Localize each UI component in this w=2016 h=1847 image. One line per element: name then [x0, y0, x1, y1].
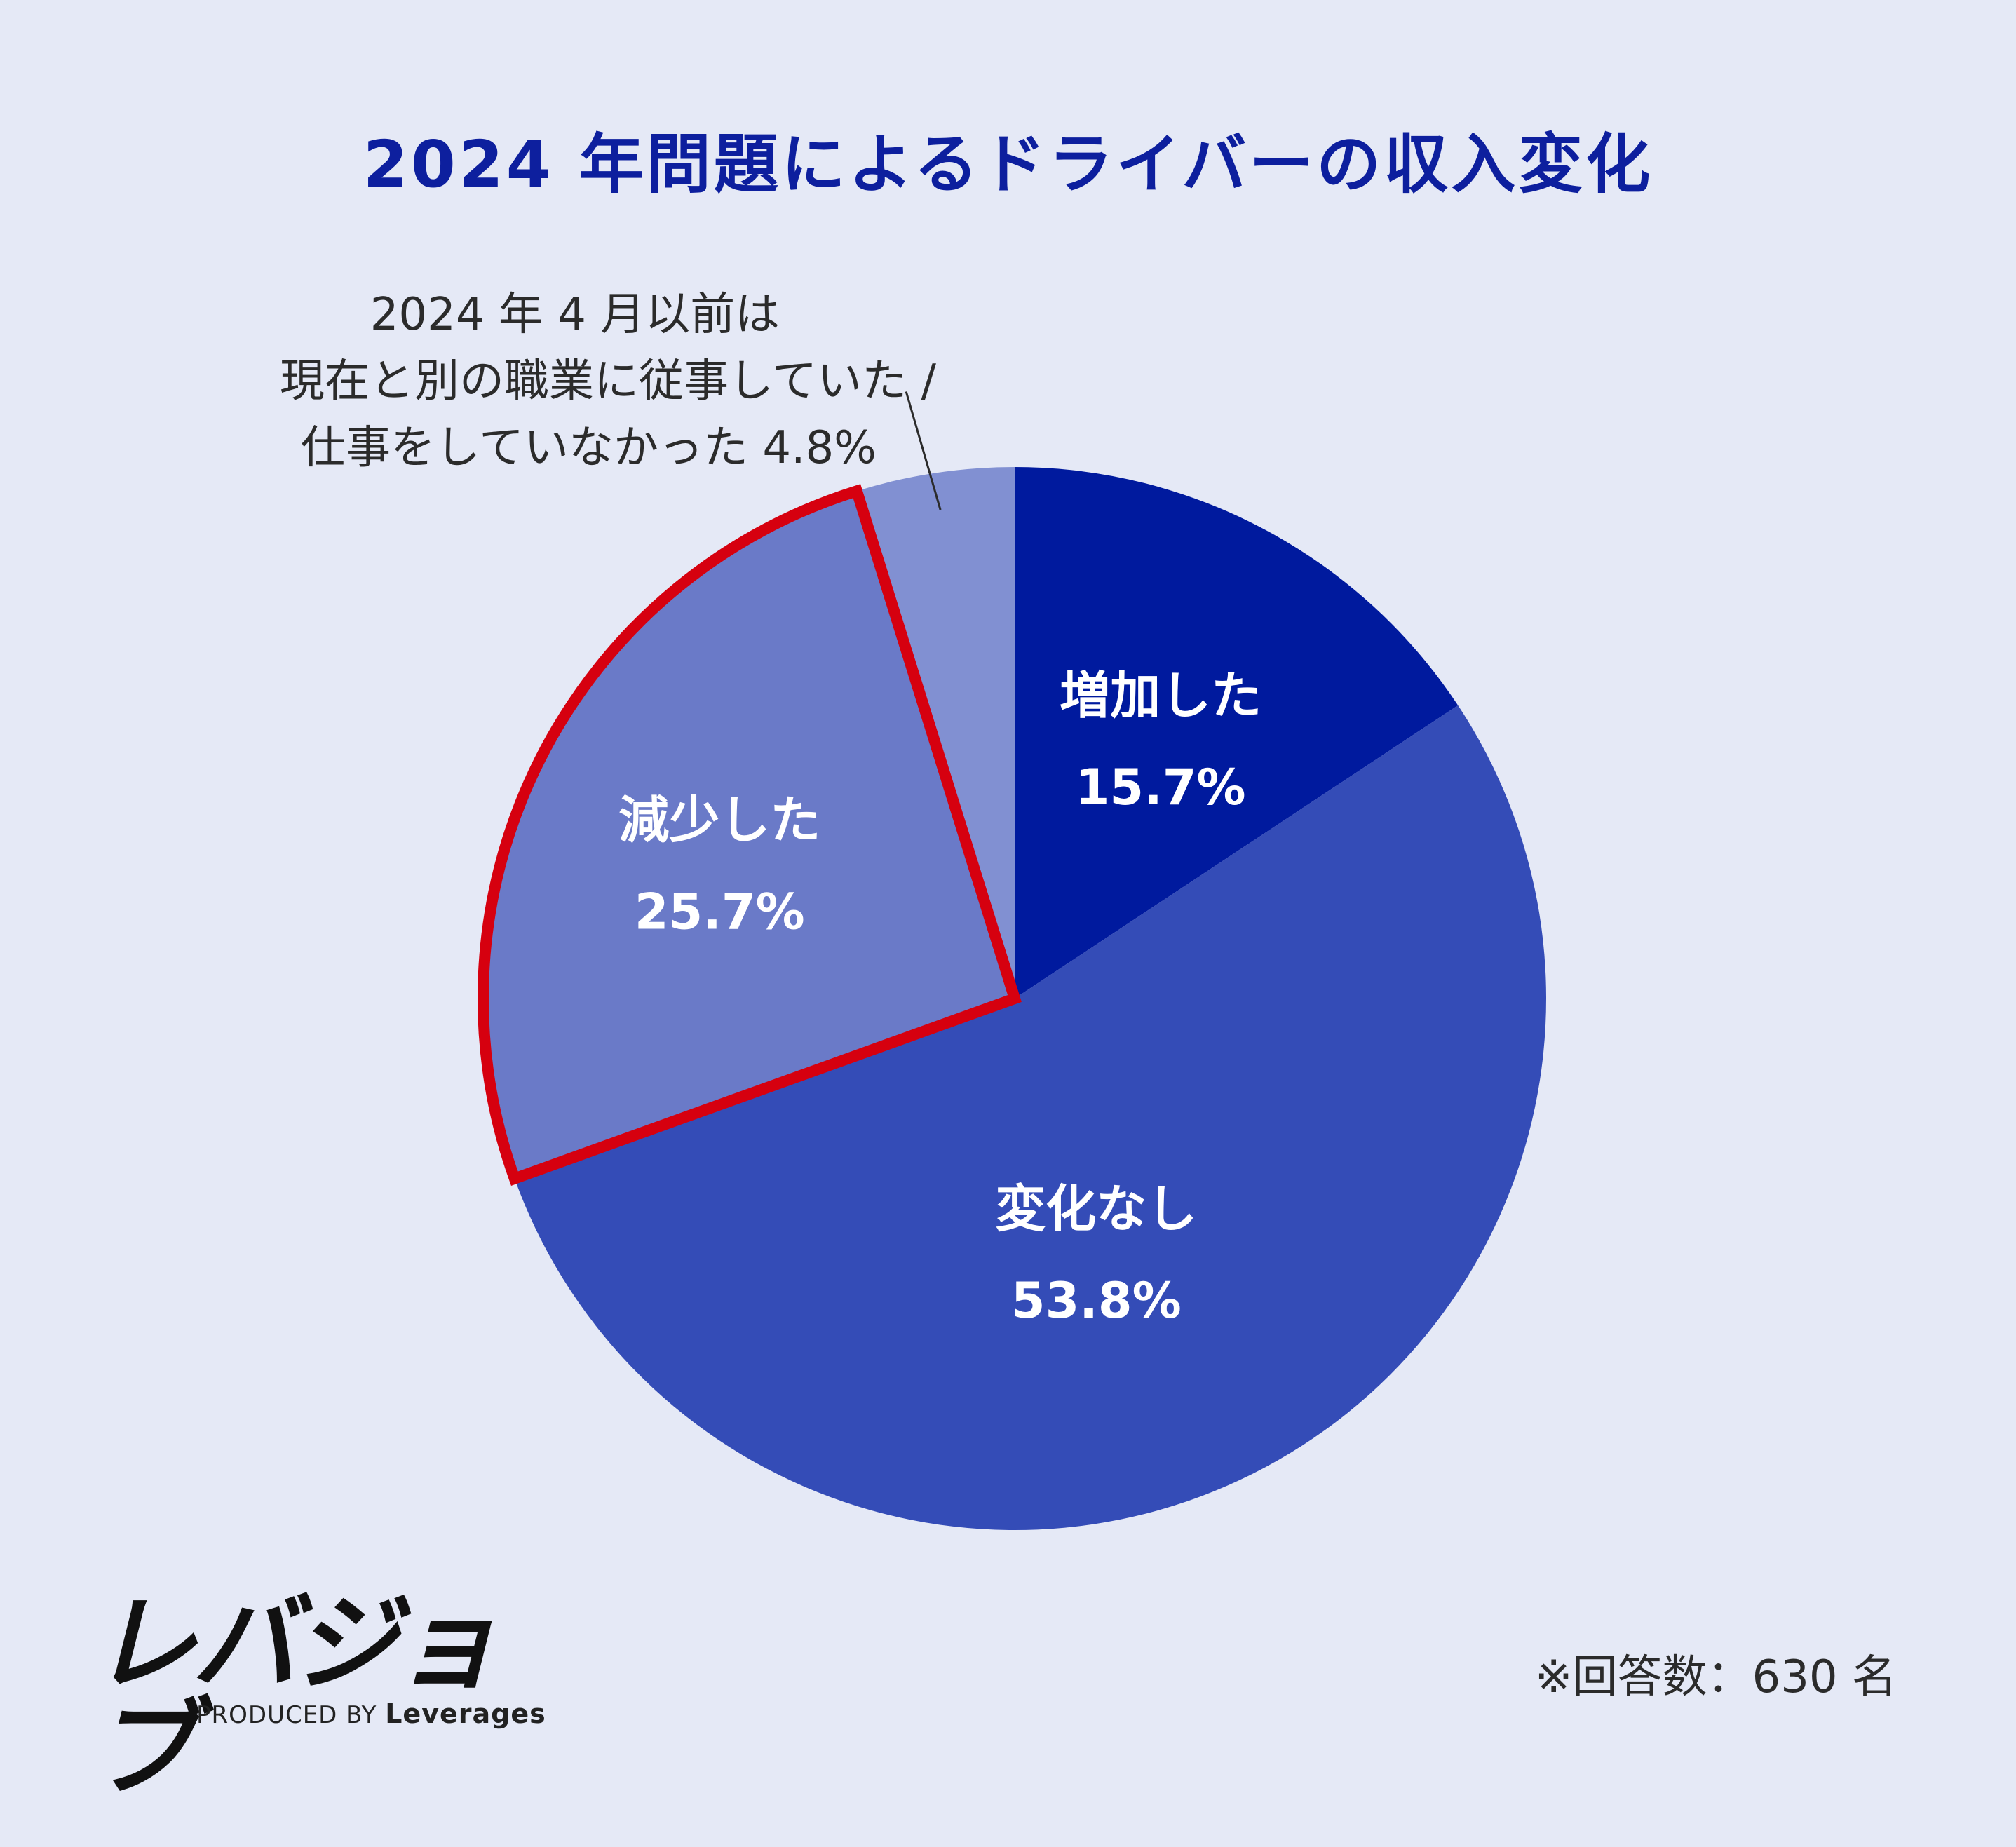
- slice-1-label: 増加した: [1060, 666, 1261, 725]
- chart-title: 2024 年問題によるドライバーの収入変化: [363, 127, 1653, 202]
- logo-produced-by: PRODUCED BY: [196, 1701, 377, 1729]
- leverages-logo: レバジョブ PRODUCED BY Leverages: [91, 1592, 546, 1802]
- slice-2-value: 53.8%: [1011, 1272, 1182, 1330]
- logo-brand: Leverages: [385, 1698, 546, 1729]
- pie-slices: [482, 467, 1546, 1530]
- callout-text-line-1: 2024 年 4 月以前は: [370, 289, 780, 341]
- pie-highlight: [478, 484, 1022, 1186]
- callout-text-line-3: 仕事をしていなかった 4.8%: [301, 422, 877, 474]
- slice-3-label: 減少した: [618, 791, 820, 850]
- callout-text-line-2: 現在と別の職業に従事していた /: [280, 356, 936, 407]
- pie-labels: 増加した 15.7% 変化なし 53.8% 減少した 25.7%: [618, 666, 1261, 1330]
- slice-3-highlight-border: [478, 484, 1022, 1186]
- slice-4-callout-line: [905, 391, 942, 510]
- slice-2-wedge: [514, 705, 1546, 1530]
- slice-1-value: 15.7%: [1076, 759, 1246, 816]
- respondent-count-note: ※回答数：630 名: [1534, 1651, 1897, 1703]
- logo-wordmark: レバジョブ: [91, 1583, 499, 1811]
- slice-1-wedge: [1015, 467, 1459, 999]
- slice-3-wedge: [482, 491, 1015, 1179]
- slice-2-label: 変化なし: [995, 1179, 1197, 1238]
- slice-3-value: 25.7%: [635, 884, 805, 941]
- logo-subtitle: PRODUCED BY Leverages: [196, 1698, 546, 1729]
